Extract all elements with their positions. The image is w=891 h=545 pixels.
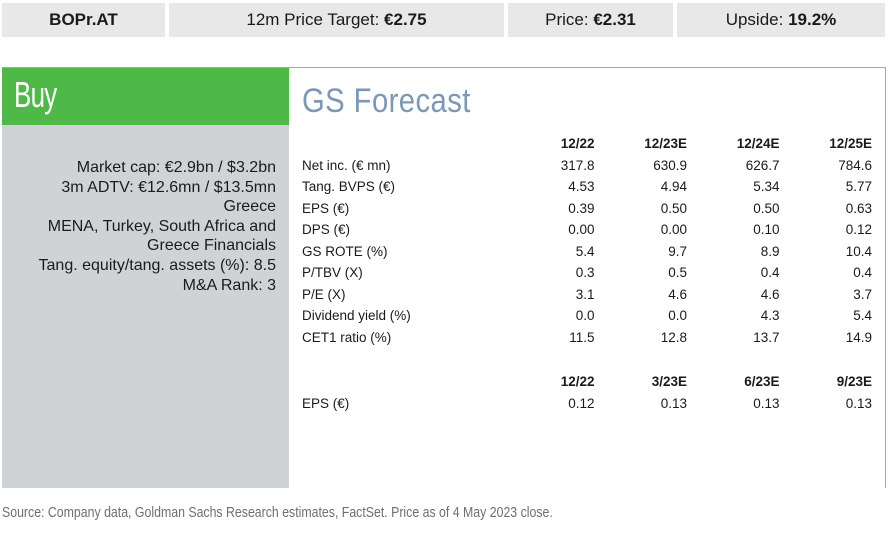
quarterly-forecast-table: 12/22 3/23E 6/23E 9/23E EPS (€) 0.12 0.1…: [302, 371, 872, 414]
rating-label: Buy: [14, 74, 57, 115]
cell: 0.63: [845, 200, 872, 216]
row-label: EPS (€): [302, 200, 350, 216]
forecast-panel: GS Forecast 12/22 12/23E 12/24E 12/25E N…: [289, 68, 885, 488]
cell: 4.94: [660, 179, 687, 195]
row-label: EPS (€): [302, 395, 350, 411]
cell: 0.12: [845, 222, 872, 238]
ma-rank: M&A Rank: 3: [182, 276, 276, 294]
cell: 0.3: [575, 265, 595, 281]
cell: 8.9: [760, 243, 780, 259]
cell: 317.8: [560, 157, 595, 173]
table-row: GS ROTE (%) 5.4 9.7 8.9 10.4: [302, 241, 872, 263]
cell: 0.39: [568, 200, 595, 216]
table-row: P/E (X) 3.1 4.6 4.6 3.7: [302, 284, 872, 306]
table-row: DPS (€) 0.00 0.00 0.10 0.12: [302, 219, 872, 241]
cell: 5.4: [853, 308, 872, 324]
coverage-group-line1: MENA, Turkey, South Africa and: [47, 217, 276, 235]
cell: 14.9: [845, 329, 872, 345]
cell: 0.12: [568, 395, 595, 411]
cell: 630.9: [653, 157, 687, 173]
cell: 0.0: [575, 308, 595, 324]
ticker-text: BOPr.AT: [49, 10, 118, 29]
column-header: 12/23E: [644, 136, 687, 152]
table-header: 12/22 3/23E 6/23E 9/23E: [302, 371, 872, 393]
row-label: Dividend yield (%): [302, 308, 411, 324]
cell: 13.7: [753, 329, 780, 345]
company-facts-panel: Buy Market cap: €2.9bn / $3.2bn 3m ADTV:…: [2, 68, 289, 488]
row-label: CET1 ratio (%): [302, 329, 392, 345]
ticker: BOPr.AT: [2, 3, 165, 37]
price-label: Price:: [545, 10, 589, 29]
cell: 11.5: [569, 329, 595, 345]
cell: 0.13: [660, 395, 687, 411]
cell: 0.5: [668, 265, 687, 281]
column-header: 12/22: [560, 374, 595, 390]
table-row: Net inc. (€ mn) 317.8 630.9 626.7 784.6: [302, 155, 872, 177]
company-facts: Market cap: €2.9bn / $3.2bn 3m ADTV: €12…: [6, 158, 276, 295]
cell: 4.3: [760, 308, 780, 324]
row-label: Tang. BVPS (€): [302, 179, 396, 195]
price-target-value: €2.75: [384, 10, 427, 29]
column-header: 12/25E: [829, 136, 872, 152]
cell: 4.53: [568, 179, 595, 195]
cell: 9.7: [668, 243, 687, 259]
table-row: EPS (€) 0.39 0.50 0.50 0.63: [302, 198, 872, 220]
column-header: 12/22: [560, 136, 595, 152]
table-row: P/TBV (X) 0.3 0.5 0.4 0.4: [302, 262, 872, 284]
cell: 0.13: [753, 395, 780, 411]
row-label: GS ROTE (%): [302, 243, 388, 259]
cell: 5.34: [753, 179, 780, 195]
cell: 626.7: [745, 157, 780, 173]
column-header: 9/23E: [836, 374, 872, 390]
table-row: Tang. BVPS (€) 4.53 4.94 5.34 5.77: [302, 176, 872, 198]
tang-equity-ratio: Tang. equity/tang. assets (%): 8.5: [38, 256, 276, 274]
cell: 4.6: [668, 286, 687, 302]
cell: 0.50: [753, 200, 780, 216]
table-row: CET1 ratio (%) 11.5 12.8 13.7 14.9: [302, 327, 872, 349]
cell: 0.4: [760, 265, 780, 281]
cell: 0.10: [753, 222, 780, 238]
cell: 0.00: [568, 222, 595, 238]
cell: 0.0: [668, 308, 687, 324]
upside-label: Upside:: [725, 10, 784, 29]
coverage-group-line2: Greece Financials: [147, 237, 276, 255]
price-value: €2.31: [593, 10, 636, 29]
market-cap: Market cap: €2.9bn / $3.2bn: [76, 159, 276, 176]
cell: 12.8: [660, 329, 687, 345]
country: Greece: [223, 198, 276, 216]
row-label: DPS (€): [302, 222, 351, 238]
adtv: 3m ADTV: €12.6mn / $13.5mn: [61, 178, 276, 196]
cell: 10.4: [845, 243, 872, 259]
column-header: 6/23E: [744, 374, 780, 390]
column-header: 3/23E: [651, 374, 687, 390]
cell: 0.50: [660, 200, 687, 216]
cell: 784.6: [838, 157, 872, 173]
cell: 0.4: [853, 265, 872, 281]
cell: 0.13: [845, 395, 872, 411]
cell: 5.77: [845, 179, 872, 195]
table-row: Dividend yield (%) 0.0 0.0 4.3 5.4: [302, 305, 872, 327]
table-row: EPS (€) 0.12 0.13 0.13 0.13: [302, 393, 872, 415]
source-note: Source: Company data, Goldman Sachs Rese…: [2, 505, 553, 521]
cell: 4.6: [760, 286, 780, 302]
price-target: 12m Price Target: €2.75: [169, 3, 504, 37]
cell: 0.00: [660, 222, 687, 238]
column-header: 12/24E: [736, 136, 780, 152]
price: Price: €2.31: [508, 3, 673, 37]
row-label: P/E (X): [302, 286, 346, 302]
upside-value: 19.2%: [788, 10, 837, 29]
table-header: 12/22 12/23E 12/24E 12/25E: [302, 133, 872, 155]
upside: Upside: 19.2%: [677, 3, 885, 37]
forecast-title: GS Forecast: [302, 82, 471, 120]
stock-summary-box: Buy Market cap: €2.9bn / $3.2bn 3m ADTV:…: [2, 67, 886, 488]
price-target-label: 12m Price Target:: [246, 10, 380, 29]
summary-bar: BOPr.AT 12m Price Target: €2.75 Price: €…: [2, 3, 885, 37]
row-label: Net inc. (€ mn): [302, 157, 391, 173]
cell: 3.1: [575, 286, 595, 302]
cell: 3.7: [853, 286, 872, 302]
cell: 5.4: [575, 243, 595, 259]
annual-forecast-table: 12/22 12/23E 12/24E 12/25E Net inc. (€ m…: [302, 133, 872, 348]
row-label: P/TBV (X): [302, 265, 363, 281]
rating-banner: Buy: [2, 68, 289, 125]
